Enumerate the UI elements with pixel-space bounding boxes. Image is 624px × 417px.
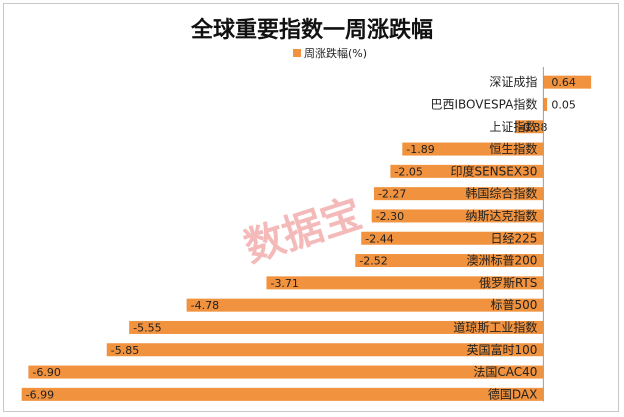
category-label: 俄罗斯RTS [479, 276, 537, 290]
value-label: 0.05 [551, 98, 576, 111]
bar-chart: 全球重要指数一周涨跌幅 周涨跌幅(%) 数据宝 深证成指 0.64 巴西IBOVES… [21, 17, 592, 402]
legend-label: 周涨跌幅(%) [304, 46, 367, 60]
category-label: 纳斯达克指数 [465, 208, 537, 223]
bar [186, 298, 544, 312]
chart-frame: 全球重要指数一周涨跌幅 周涨跌幅(%) 数据宝 深证成指 0.64 巴西IBOVES… [3, 3, 619, 412]
bar [21, 387, 544, 401]
value-label: -6.90 [32, 366, 60, 379]
category-label: 日经225 [490, 231, 537, 245]
bar [28, 365, 544, 379]
bar [129, 320, 544, 334]
bar [515, 120, 544, 134]
category-label: 澳洲标普200 [466, 254, 537, 268]
bar [371, 209, 544, 223]
category-label: 英国富时100 [466, 342, 537, 357]
value-label: -2.44 [365, 232, 393, 245]
bar [106, 343, 544, 357]
bar [373, 187, 544, 201]
bar [390, 164, 544, 178]
value-label: -2.30 [376, 210, 404, 223]
value-label: -2.27 [378, 188, 406, 201]
category-label: 德国DAX [488, 386, 537, 401]
value-label: -4.78 [191, 299, 219, 312]
category-label: 上证指数 [489, 119, 537, 134]
value-label: -2.52 [359, 255, 387, 268]
category-label: 恒生指数 [489, 141, 537, 156]
bar [355, 254, 544, 268]
value-label: -0.38 [519, 121, 547, 134]
watermark: 数据宝 [239, 191, 367, 272]
bar [266, 276, 544, 290]
legend: 周涨跌幅(%) [293, 46, 367, 60]
bar [543, 97, 548, 111]
value-label: 0.64 [551, 76, 576, 89]
legend-swatch [293, 49, 301, 57]
bars-group: 深证成指 0.64 巴西IBOVESPA指数 0.05 上证指数-0.38 恒生指数 -1.… [21, 74, 592, 401]
value-label: -3.71 [270, 277, 298, 290]
value-label: -5.55 [133, 321, 161, 334]
category-label: 法国CAC40 [473, 365, 537, 379]
category-label: 深证成指 [489, 74, 537, 89]
chart-title: 全球重要指数一周涨跌幅 [190, 17, 433, 43]
category-label: 道琼斯工业指数 [453, 319, 537, 334]
value-label: -1.89 [406, 143, 434, 156]
bar [402, 142, 544, 156]
value-label: -5.85 [111, 344, 139, 357]
bar [361, 231, 544, 245]
category-label: 巴西IBOVESPA指数 [430, 96, 537, 111]
value-label: -6.99 [26, 388, 54, 401]
category-label: 标普500 [490, 298, 537, 312]
value-label: -2.05 [394, 165, 422, 178]
category-label: 印度SENSEX30 [450, 163, 537, 178]
bar [543, 75, 592, 89]
category-label: 韩国综合指数 [465, 186, 537, 201]
